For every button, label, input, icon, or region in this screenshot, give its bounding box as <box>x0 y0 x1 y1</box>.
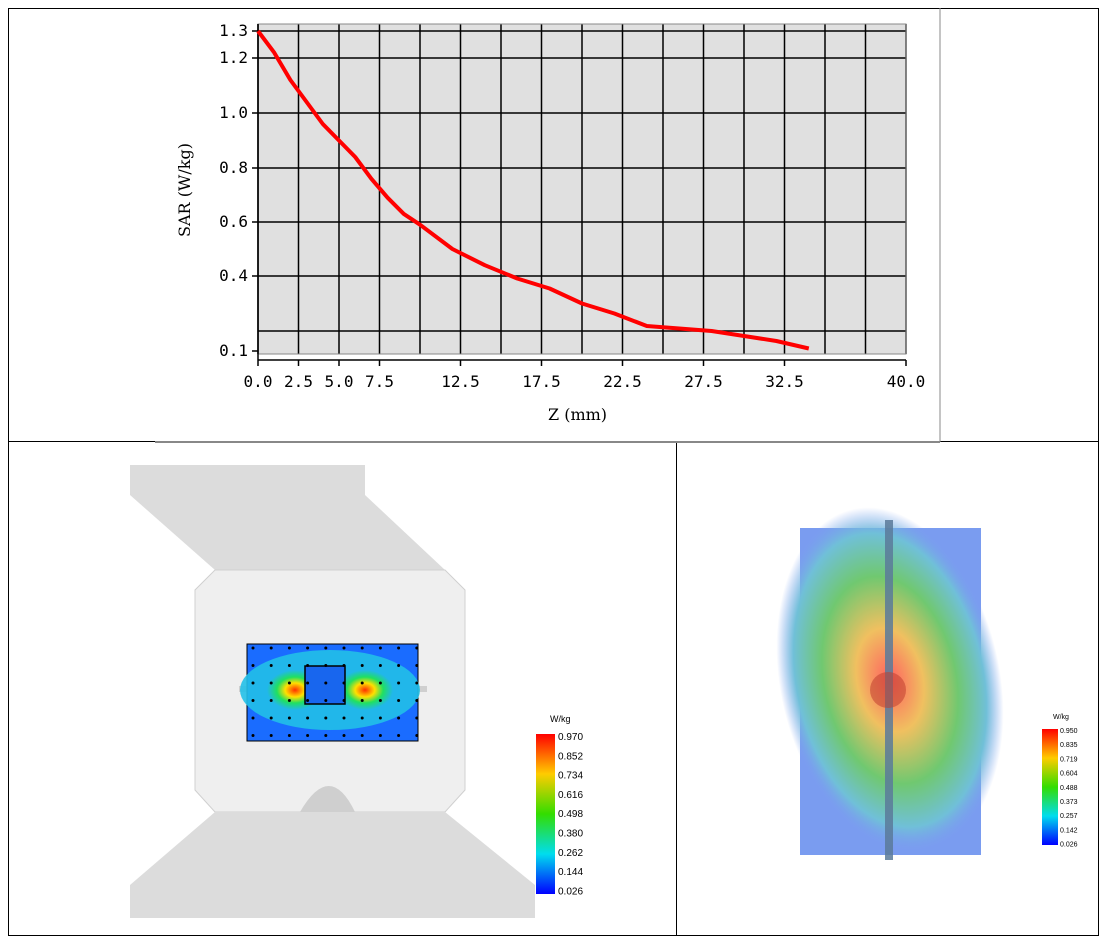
x-axis-label: Z (mm) <box>548 405 607 424</box>
x-tick-label: 12.5 <box>441 372 480 391</box>
sar-series-line <box>256 29 810 351</box>
y-tick-label: 1.3 <box>219 21 248 40</box>
x-tick-label: 2.5 <box>284 372 313 391</box>
y-tick-label: 1.2 <box>219 48 248 67</box>
y-tick-label: 0.8 <box>219 158 248 177</box>
left-map-cell <box>8 441 677 936</box>
y-tick-label: 0.6 <box>219 212 248 231</box>
y-tick-label: 0.4 <box>219 266 248 285</box>
y-axis-label: SAR (W/kg) <box>175 143 194 237</box>
x-tick-label: 22.5 <box>603 372 642 391</box>
x-tick-label: 27.5 <box>684 372 723 391</box>
x-tick-label: 5.0 <box>325 372 354 391</box>
sar-z-chart: 0.1 0.4 0.6 0.8 1.0 1.2 1.3 0.0 2.5 5.0 7.5 12.5 17.… <box>155 8 941 443</box>
y-tick-label: 0.1 <box>219 341 248 360</box>
x-tick-label: 17.5 <box>522 372 561 391</box>
x-tick-label: 40.0 <box>887 372 926 391</box>
x-tick-label: 0.0 <box>244 372 273 391</box>
x-tick-label: 7.5 <box>365 372 394 391</box>
y-tick-label: 1.0 <box>219 103 248 122</box>
x-tick-label: 32.5 <box>765 372 804 391</box>
right-map-cell <box>676 441 1099 936</box>
